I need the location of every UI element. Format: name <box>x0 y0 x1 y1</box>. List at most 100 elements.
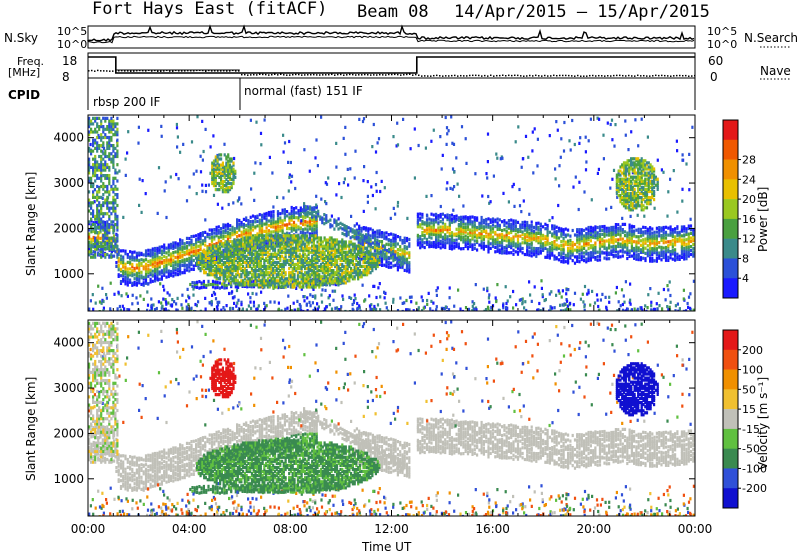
range-gate-cell <box>546 231 549 235</box>
range-gate-cell <box>208 233 211 237</box>
range-gate-cell <box>100 203 103 208</box>
range-gate-cell <box>249 223 252 227</box>
range-gate-cell <box>100 225 103 229</box>
range-gate-cell <box>574 175 577 179</box>
nave-point <box>334 74 336 76</box>
range-gate-cell <box>108 228 111 232</box>
range-gate-cell <box>297 216 300 220</box>
range-gate-cell <box>106 203 109 208</box>
range-gate-cell <box>295 211 298 215</box>
range-gate-cell <box>286 223 289 227</box>
range-gate-cell <box>142 283 145 287</box>
range-gate-cell <box>94 244 97 248</box>
nave-point <box>499 74 501 77</box>
range-gate-cell <box>637 202 640 206</box>
range-gate-cell <box>183 271 186 275</box>
range-gate-cell <box>118 169 121 173</box>
range-gate-cell <box>208 267 211 271</box>
range-gate-cell <box>471 304 474 308</box>
range-gate-cell <box>429 307 432 311</box>
range-gate-cell <box>621 171 624 175</box>
range-gate-cell <box>267 219 270 223</box>
range-gate-cell <box>114 133 117 137</box>
range-gate-cell <box>358 224 361 228</box>
range-gate-cell <box>482 237 485 241</box>
range-gate-cell <box>562 303 565 307</box>
range-gate-cell <box>637 255 640 259</box>
range-gate-cell <box>172 274 175 278</box>
range-gate-cell <box>621 222 624 226</box>
nave-point <box>241 73 243 76</box>
range-gate-cell <box>635 242 638 246</box>
range-gate-cell <box>179 238 182 242</box>
range-gate-cell <box>100 168 103 172</box>
range-gate-cell <box>292 214 296 218</box>
range-gate-cell <box>486 132 490 136</box>
range-gate-cell <box>621 308 625 311</box>
range-gate-cell <box>384 301 387 305</box>
range-gate-cell <box>335 141 338 145</box>
range-gate-cell <box>263 301 266 305</box>
range-gate-cell <box>221 161 224 165</box>
range-gate-cell <box>263 229 266 233</box>
range-gate-cell <box>644 177 647 181</box>
range-gate-cell <box>623 222 627 226</box>
range-gate-cell <box>369 237 372 241</box>
range-gate-cell <box>102 299 105 304</box>
range-gate-cell <box>204 230 207 234</box>
range-gate-cell <box>526 230 529 234</box>
range-gate-cell <box>555 230 558 234</box>
range-gate-cell <box>292 211 296 215</box>
range-gate-cell <box>192 293 195 297</box>
range-gate-cell <box>205 285 208 289</box>
range-gate-cell <box>102 135 105 140</box>
range-gate-cell <box>651 189 654 194</box>
range-gate-cell <box>112 244 115 248</box>
range-gate-cell <box>458 194 461 198</box>
range-gate-cell <box>521 220 524 225</box>
range-gate-cell <box>624 171 627 175</box>
range-gate-cell <box>199 309 202 311</box>
range-gate-cell <box>379 308 382 311</box>
range-gate-cell <box>469 230 472 234</box>
range-gate-cell <box>645 206 649 210</box>
range-gate-cell <box>496 225 499 229</box>
range-gate-cell <box>385 235 388 239</box>
range-gate-cell <box>290 205 293 210</box>
range-gate-cell <box>674 258 677 262</box>
range-gate-cell <box>567 256 570 260</box>
range-gate-cell <box>624 163 627 167</box>
nave-point <box>667 75 669 77</box>
range-gate-cell <box>638 187 642 191</box>
range-gate-cell <box>204 238 207 242</box>
range-gate-cell <box>653 169 656 173</box>
range-gate-cell <box>181 263 184 267</box>
range-gate-cell <box>498 235 501 240</box>
range-gate-cell <box>112 163 115 167</box>
range-gate-cell <box>116 187 119 191</box>
range-gate-cell <box>629 309 632 311</box>
range-gate-cell <box>578 233 581 237</box>
range-gate-cell <box>662 287 665 292</box>
range-gate-cell <box>238 218 241 223</box>
range-gate-cell <box>221 206 224 210</box>
range-gate-cell <box>603 256 606 260</box>
range-gate-cell <box>213 292 217 296</box>
range-gate-cell <box>163 273 166 277</box>
range-gate-cell <box>258 213 261 217</box>
range-gate-cell <box>640 202 643 206</box>
range-gate-cell <box>498 227 501 231</box>
range-gate-cell <box>578 141 581 145</box>
range-gate-cell <box>237 298 240 302</box>
range-gate-cell <box>399 245 402 249</box>
range-gate-cell <box>96 116 99 120</box>
range-gate-cell <box>356 301 359 306</box>
nave-point <box>259 73 261 76</box>
range-gate-cell <box>149 248 152 252</box>
range-gate-cell <box>90 119 93 123</box>
range-gate-cell <box>306 230 309 234</box>
range-gate-cell <box>619 179 622 183</box>
range-gate-cell <box>432 243 435 247</box>
range-gate-cell <box>562 239 565 243</box>
range-gate-cell <box>108 125 111 129</box>
